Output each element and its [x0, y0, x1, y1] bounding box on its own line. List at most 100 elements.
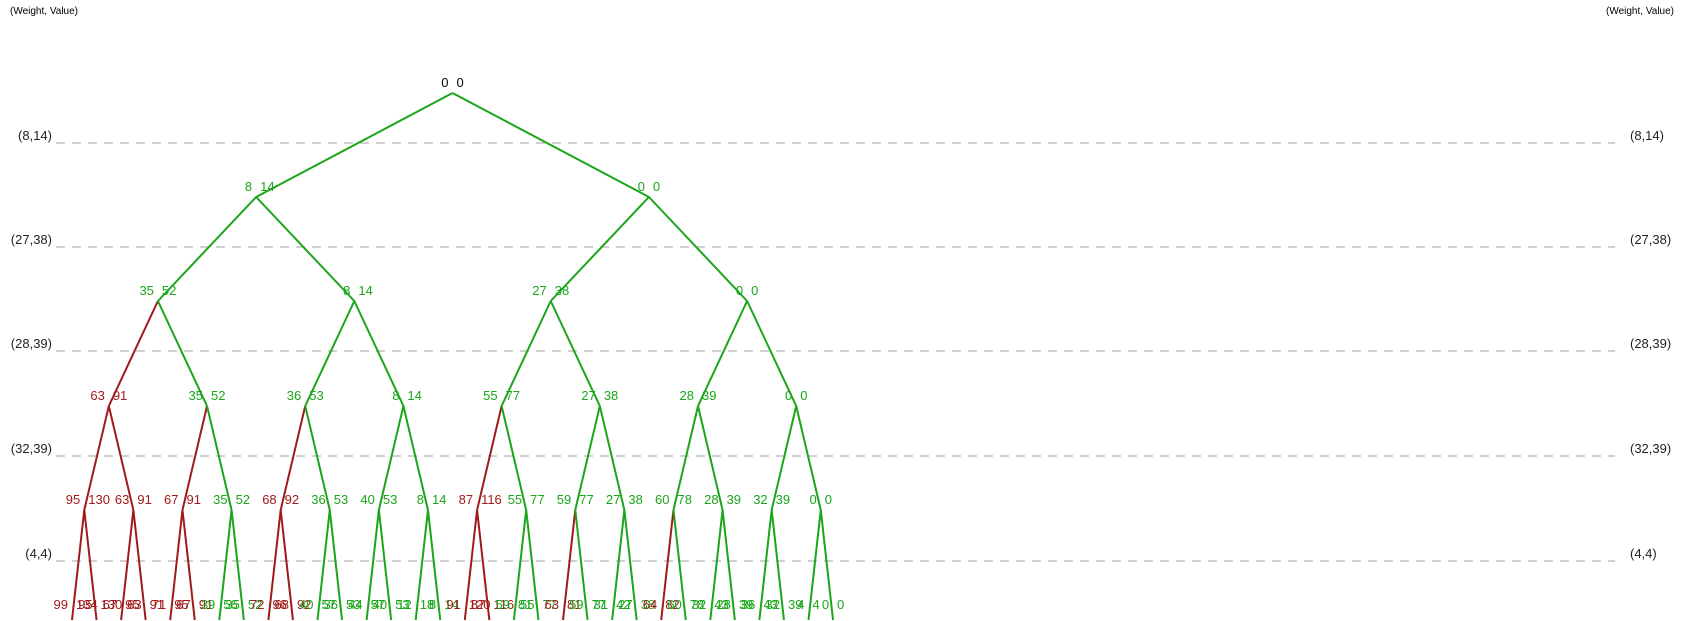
node-value-label: 0	[751, 283, 758, 298]
node-value-label: 53	[346, 597, 360, 612]
node-value-label: 95	[174, 597, 188, 612]
node-value-label: 91	[137, 492, 151, 507]
node-value-label: 43	[714, 597, 728, 612]
node-value-label: 39	[739, 597, 753, 612]
node-weight-label: 68	[262, 492, 276, 507]
node-value-label: 53	[309, 388, 323, 403]
node-value-label: 18	[420, 597, 434, 612]
node-weight-label: 35	[213, 492, 227, 507]
node-weight-label: 8	[392, 388, 399, 403]
tree-edge	[304, 405, 331, 511]
level-label-left: (4,4)	[25, 546, 52, 561]
node-weight-label: 27	[581, 388, 595, 403]
level-label-right: (4,4)	[1630, 546, 1657, 561]
node-weight-label: 27	[606, 492, 620, 507]
node-weight-label: 0	[736, 283, 743, 298]
node-weight-label: 63	[90, 388, 104, 403]
level-guides: (8,14) (8,14) (27,38) (27,38) (28,39) (28,39)…	[11, 128, 1671, 562]
tree-edge	[267, 509, 282, 621]
tree-edge	[181, 509, 196, 621]
tree-edge	[770, 509, 785, 621]
tree-edge	[623, 509, 638, 621]
node-weight-label: 35	[189, 388, 203, 403]
level-label-left: (28,39)	[11, 336, 52, 351]
node-weight-label: 72	[250, 597, 264, 612]
node-value-label: 14	[358, 283, 372, 298]
node-weight-label: 55	[483, 388, 497, 403]
node-value-label: 43	[763, 597, 777, 612]
tree-edge	[181, 405, 208, 511]
tree-edge	[157, 196, 257, 302]
node-weight-label: 32	[753, 492, 767, 507]
node-value-label: 92	[285, 492, 299, 507]
node-value-label: 38	[555, 283, 569, 298]
node-weight-label: 91	[446, 597, 460, 612]
node-weight-label: 87	[471, 597, 485, 612]
tree-edge	[721, 509, 736, 621]
tree-edge	[328, 509, 344, 621]
node-value-label: 14	[260, 179, 274, 194]
tree-edge	[758, 509, 773, 621]
node-value-label: 38	[628, 492, 642, 507]
tree-edge	[255, 196, 356, 302]
node-weight-label: 59	[569, 597, 583, 612]
node-weight-label: 59	[557, 492, 571, 507]
node-weight-label: 67	[103, 597, 117, 612]
node-weight-label: 99	[54, 597, 68, 612]
tree-edge	[807, 509, 822, 621]
node-weight-label: 55	[508, 492, 522, 507]
tree-edge	[463, 509, 479, 621]
node-value-label: 77	[542, 597, 556, 612]
tree-edge	[598, 405, 626, 511]
node-value-label: 39	[727, 492, 741, 507]
tree-edge	[525, 509, 540, 621]
tree-edge	[169, 509, 184, 621]
node-value-label: 77	[592, 597, 606, 612]
node-weight-label: 0	[822, 597, 829, 612]
node-weight-label: 40	[299, 597, 313, 612]
node-weight-label: 40	[360, 492, 374, 507]
node-weight-label: 63	[115, 492, 129, 507]
node-weight-label: 44	[348, 597, 362, 612]
node-value-label: 77	[506, 388, 520, 403]
node-weight-label: 95	[78, 597, 92, 612]
node-value-label: 53	[334, 492, 348, 507]
node-value-label: 53	[383, 492, 397, 507]
node-labels: 0 08 14 0 035 52 8 14 27 38 0 063 91 35 52 36 53 8 14 55 77 2…	[54, 75, 845, 612]
tree-edge	[697, 300, 749, 407]
tree-edge	[414, 509, 429, 621]
node-weight-label: 36	[741, 597, 755, 612]
tree-edge	[709, 509, 724, 621]
node-weight-label: 60	[667, 597, 681, 612]
node-value-label: 38	[641, 597, 655, 612]
node-weight-label: 95	[66, 492, 80, 507]
node-weight-label: 27	[618, 597, 632, 612]
node-weight-label: 87	[459, 492, 473, 507]
tree-edge	[549, 196, 650, 302]
node-value-label: 130	[88, 492, 110, 507]
node-value-label: 39	[702, 388, 716, 403]
node-value-label: 14	[407, 388, 421, 403]
node-weight-label: 28	[704, 492, 718, 507]
node-value-label: 52	[236, 492, 250, 507]
tree-edge	[648, 196, 748, 302]
node-value-label: 134	[76, 597, 98, 612]
node-weight-label: 28	[716, 597, 730, 612]
node-value-label: 4	[813, 597, 820, 612]
node-weight-label: 0	[441, 75, 448, 90]
tree-edge	[83, 405, 110, 511]
node-weight-label: 39	[201, 597, 215, 612]
node-value-label: 0	[825, 492, 832, 507]
node-weight-label: 63	[545, 597, 559, 612]
node-weight-label: 32	[765, 597, 779, 612]
tree-edge	[132, 509, 147, 621]
node-weight-label: 67	[176, 597, 190, 612]
level-label-right: (28,39)	[1630, 336, 1671, 351]
node-weight-label: 40	[373, 597, 387, 612]
node-value-label: 91	[186, 492, 200, 507]
node-value-label: 92	[297, 597, 311, 612]
node-weight-label: 55	[520, 597, 534, 612]
node-weight-label: 0	[785, 388, 792, 403]
node-value-label: 116	[481, 492, 502, 507]
